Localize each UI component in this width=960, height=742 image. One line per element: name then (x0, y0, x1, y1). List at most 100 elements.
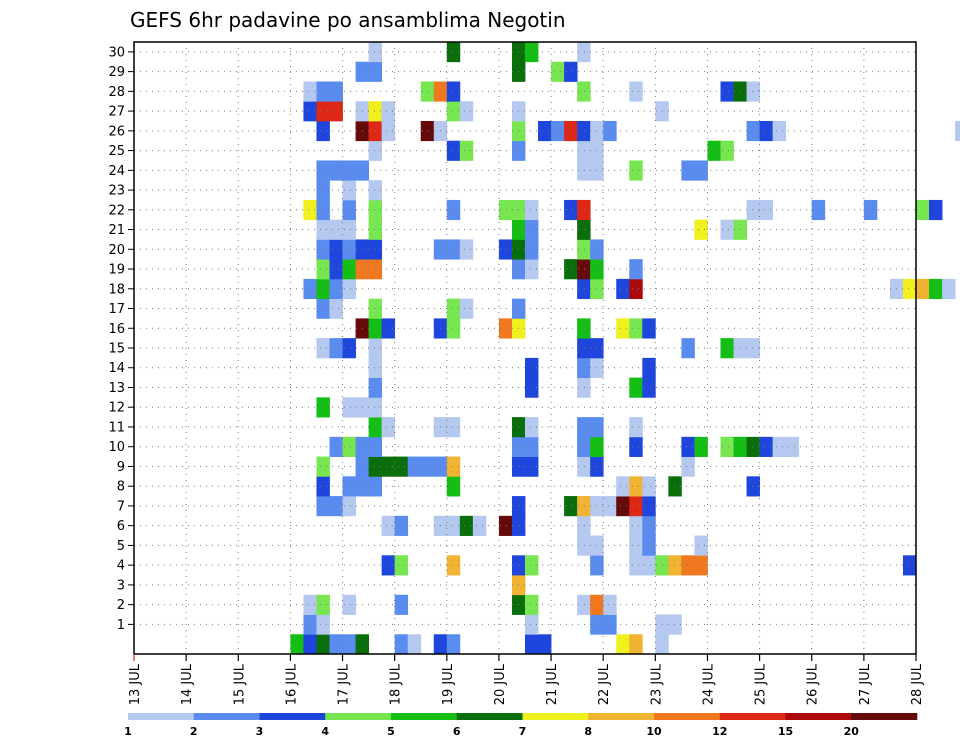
cell-m15-t16 (342, 338, 356, 359)
y-tick-label-20: 20 (108, 243, 125, 258)
cell-m27-t19 (381, 101, 396, 122)
colorbar-label-4: 4 (321, 725, 329, 738)
cell-m2-t30 (525, 594, 539, 615)
cell-m6-t38 (629, 515, 643, 536)
cell-m23-t16 (342, 180, 356, 201)
cell-m18-t59 (902, 278, 917, 300)
cell-m26-t48 (759, 120, 774, 142)
cell-m20-t18 (368, 239, 383, 260)
cell-m10-t30 (525, 436, 539, 457)
colorbar-label-3: 3 (256, 725, 264, 738)
cell-m10-t42 (681, 436, 695, 457)
cell-m17-t24 (446, 298, 461, 319)
colorbar-segment-3 (259, 713, 326, 720)
cell-m4-t43 (694, 555, 708, 576)
colorbar-segment-2 (193, 713, 260, 720)
cell-m6-t28 (498, 515, 513, 536)
y-tick-label-29: 29 (108, 65, 125, 80)
colorbar-segment-7 (522, 713, 589, 720)
cell-m26-t18 (368, 120, 383, 142)
cell-m6-t26 (472, 515, 487, 536)
cell-m7-t14 (316, 496, 330, 517)
cell-m14-t18 (368, 357, 383, 379)
colorbar-label-12: 12 (712, 725, 727, 738)
cell-m29-t18 (368, 61, 383, 82)
cell-m15-t42 (681, 338, 695, 359)
cell-m10-t15 (329, 436, 343, 457)
cell-m1-t13 (303, 614, 317, 635)
cell-m27-t25 (459, 101, 474, 122)
cell-m26-t49 (772, 120, 787, 142)
cell-m9-t18 (368, 456, 383, 477)
y-tick-label-30: 30 (108, 45, 125, 60)
y-tick-label-18: 18 (108, 282, 125, 297)
cell-m6-t19 (381, 515, 396, 536)
cell-m7-t16 (342, 496, 356, 517)
cell-m4-t19 (381, 555, 396, 576)
y-tick-label-9: 9 (117, 460, 125, 475)
cell-m20-t24 (446, 239, 461, 260)
cell-m25-t45 (720, 140, 734, 161)
cell-m30-t30 (525, 42, 539, 63)
cell-m26-t47 (746, 120, 760, 142)
cell-m20-t25 (459, 239, 474, 260)
x-tick-label-3: 16 JUL (284, 663, 299, 705)
y-tick-label-12: 12 (108, 401, 125, 416)
cell-m21-t14 (316, 219, 330, 240)
cell-m28-t47 (746, 81, 760, 102)
cell-m5-t39 (642, 535, 656, 556)
grid-lines (134, 42, 916, 654)
cell-m0-t17 (355, 634, 369, 655)
y-tick-label-6: 6 (117, 519, 125, 534)
cell-m9-t19 (381, 456, 396, 477)
cell-m4-t39 (642, 555, 656, 576)
cell-m6-t39 (642, 515, 656, 536)
cell-m22-t16 (342, 199, 356, 221)
y-tick-label-3: 3 (117, 578, 125, 593)
cell-m23-t14 (316, 180, 330, 201)
cell-m9-t14 (316, 456, 330, 477)
cell-m19-t18 (368, 259, 383, 280)
cell-m22-t24 (446, 199, 461, 221)
cell-m10-t16 (342, 436, 356, 457)
cell-m16-t39 (642, 318, 656, 339)
cell-m8-t39 (642, 476, 656, 497)
cell-m16-t18 (368, 318, 383, 339)
cell-m24-t38 (629, 160, 643, 181)
cell-m12-t18 (368, 397, 383, 418)
cell-m0-t31 (538, 634, 552, 655)
colorbar-label-5: 5 (387, 725, 395, 738)
cell-m24-t15 (329, 160, 343, 181)
cell-m11-t34 (577, 417, 591, 438)
cell-m22-t28 (498, 199, 513, 221)
cell-m22-t13 (303, 199, 317, 221)
cell-m22-t30 (525, 199, 539, 221)
cell-m8-t37 (616, 476, 630, 497)
cell-m15-t18 (368, 338, 383, 359)
colorbar-label-20: 20 (844, 725, 860, 738)
colorbar-label-6: 6 (453, 725, 461, 738)
cell-m0-t30 (525, 634, 539, 655)
colorbar: 1 2 3 4 5 6 7 8 10 12 15 20 (124, 713, 918, 738)
colorbar-segment-11 (785, 713, 852, 720)
colorbar-segment-10 (719, 713, 786, 720)
cell-m11-t18 (368, 417, 383, 438)
cell-m23-t18 (368, 180, 383, 201)
cell-m7-t33 (564, 496, 578, 517)
cell-m20-t14 (316, 239, 330, 260)
cell-m21-t43 (694, 219, 708, 240)
cell-m7-t39 (642, 496, 656, 517)
cell-m13-t38 (629, 377, 643, 398)
cell-m25-t25 (459, 140, 474, 161)
cell-m0-t13 (303, 634, 317, 655)
cell-m28-t13 (303, 81, 317, 102)
cell-m20-t16 (342, 239, 356, 260)
cell-m5-t38 (629, 535, 643, 556)
cell-m18-t14 (316, 278, 330, 300)
cell-m15-t47 (746, 338, 760, 359)
cell-m10-t34 (577, 436, 591, 457)
cell-m4-t30 (525, 555, 539, 576)
colorbar-segment-12 (851, 713, 918, 720)
cell-m21-t30 (525, 219, 539, 240)
cell-m13-t39 (642, 377, 656, 398)
